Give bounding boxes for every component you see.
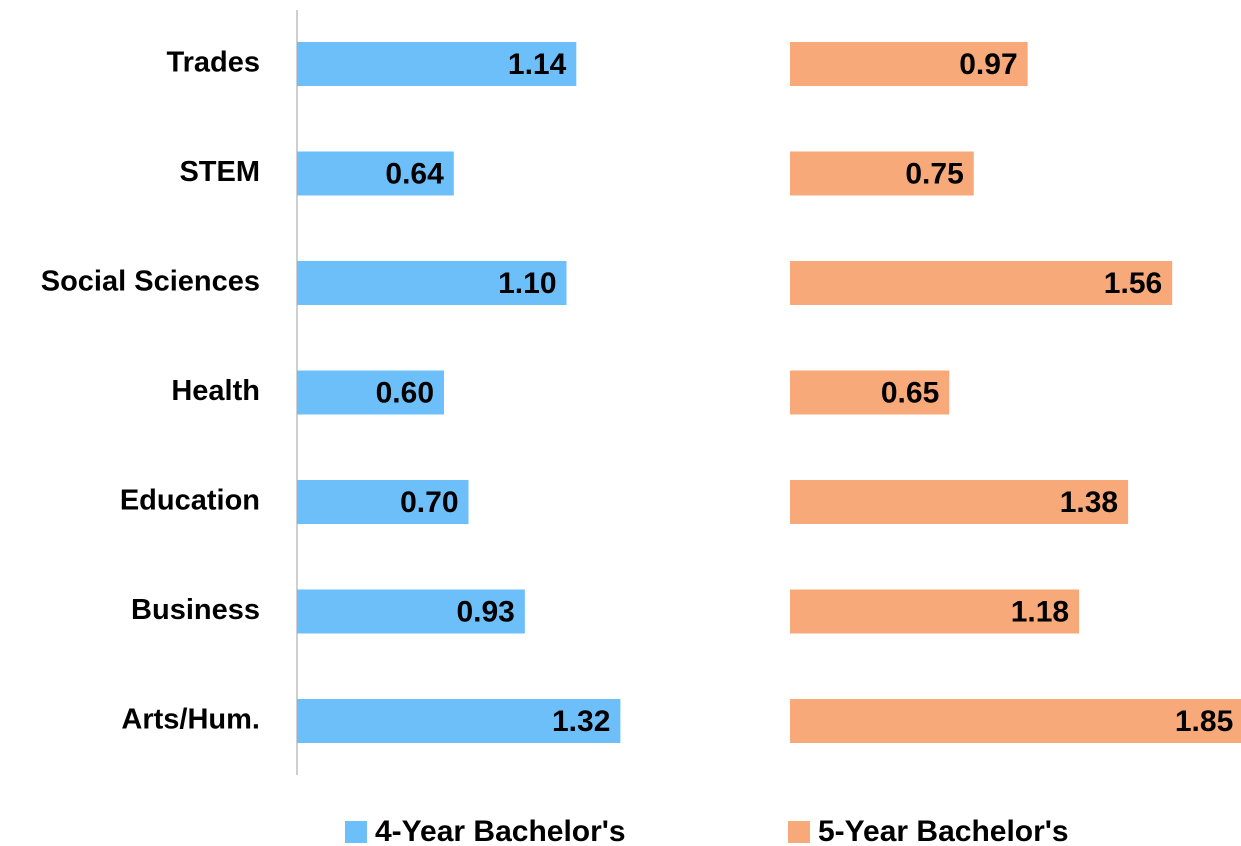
category-label: Education — [120, 485, 260, 517]
category-label: Arts/Hum. — [121, 704, 260, 736]
value-label: 0.64 — [385, 157, 444, 190]
value-label: 1.38 — [1060, 486, 1118, 519]
bar — [297, 151, 454, 196]
bar — [790, 589, 1080, 634]
category-label: STEM — [179, 156, 260, 188]
value-label: 0.75 — [905, 157, 963, 190]
value-label: 0.93 — [456, 595, 514, 628]
bar — [297, 370, 444, 415]
value-label: 1.10 — [498, 267, 556, 300]
legend-label: 5-Year Bachelor's — [818, 815, 1069, 846]
value-label: 1.32 — [552, 705, 610, 738]
category-label: Business — [131, 594, 260, 626]
bar — [790, 261, 1173, 305]
value-label: 0.70 — [400, 486, 458, 519]
category-label: Trades — [167, 47, 261, 79]
bar — [790, 370, 950, 415]
bar — [297, 261, 567, 305]
category-label: Health — [171, 375, 260, 407]
value-label: 0.65 — [881, 376, 939, 409]
value-label: 0.60 — [376, 376, 434, 409]
category-label: Social Sciences — [41, 266, 260, 298]
value-label: 1.85 — [1175, 705, 1233, 738]
value-label: 1.14 — [508, 48, 567, 81]
bar — [297, 699, 621, 743]
legend-swatch — [345, 821, 367, 843]
bar — [790, 480, 1129, 524]
value-label: 0.97 — [959, 48, 1017, 81]
legend-swatch — [788, 821, 810, 843]
bar — [790, 151, 974, 196]
bar — [297, 589, 525, 634]
value-label: 1.18 — [1011, 595, 1069, 628]
bar — [790, 42, 1028, 86]
bar — [790, 699, 1241, 743]
value-label: 1.56 — [1104, 267, 1162, 300]
bar — [297, 480, 469, 524]
legend-label: 4-Year Bachelor's — [375, 815, 626, 846]
bar — [297, 42, 577, 86]
